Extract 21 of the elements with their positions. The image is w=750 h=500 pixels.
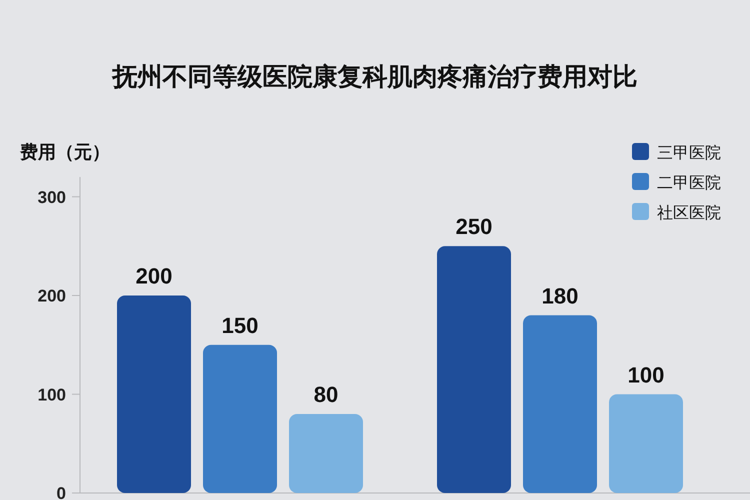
y-axis-title: 费用（元） <box>19 142 110 162</box>
legend-label: 社区医院 <box>657 204 721 222</box>
y-tick-label: 100 <box>38 385 66 404</box>
y-tick-label: 0 <box>56 484 66 500</box>
bar <box>117 296 191 493</box>
data-label: 150 <box>222 312 258 338</box>
bar <box>609 394 683 493</box>
data-label: 250 <box>456 214 492 240</box>
bar <box>203 344 277 493</box>
bar <box>523 315 597 493</box>
data-label: 100 <box>628 362 664 388</box>
bar <box>289 414 363 493</box>
data-label: 80 <box>314 382 338 407</box>
legend-label: 三甲医院 <box>657 144 721 162</box>
data-label: 200 <box>136 264 172 288</box>
y-tick-label: 200 <box>38 286 66 306</box>
bar <box>437 246 511 493</box>
y-tick-label: 300 <box>38 188 66 207</box>
chart-title: 抚州不同等级医院康复科肌肉疼痛治疗费用对比 <box>112 63 638 91</box>
legend-label: 二甲医院 <box>657 174 721 192</box>
data-label: 180 <box>542 283 578 308</box>
